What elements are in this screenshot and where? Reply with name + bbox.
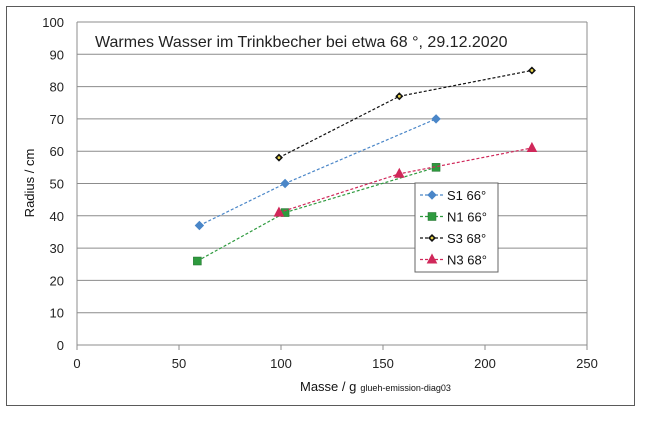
y-tick-label: 0 (57, 338, 64, 353)
legend-entry: N3 68° (420, 253, 487, 268)
series-layer (193, 66, 538, 266)
x-tick-label: 50 (172, 356, 186, 371)
legend-marker (427, 190, 437, 200)
legend-label: N1 66° (447, 210, 487, 225)
series-n166 (193, 163, 441, 266)
y-tick-label: 80 (50, 80, 64, 95)
legend-entry: S3 68° (420, 231, 486, 246)
series-s368 (274, 66, 536, 162)
data-point (526, 141, 538, 152)
legend-marker (426, 253, 438, 264)
x-axis-title: Masse / g (300, 379, 356, 394)
x-axis-label: Masse / g glueh-emission-diag03 (300, 379, 451, 394)
y-axis-label: Radius / cm (22, 149, 37, 218)
legend-label: S1 66° (447, 188, 486, 203)
y-tick-label: 30 (50, 241, 64, 256)
data-point (431, 114, 441, 124)
data-point (193, 256, 202, 266)
series-line (278, 69, 533, 159)
y-tick-label: 40 (50, 209, 64, 224)
chart-title: Warmes Wasser im Trinkbecher bei etwa 68… (95, 34, 508, 51)
data-point (395, 92, 404, 101)
y-tick-label: 50 (50, 177, 64, 192)
x-tick-label: 100 (270, 356, 292, 371)
data-point (273, 206, 285, 217)
data-point (280, 178, 290, 189)
legend-entry: N1 66° (420, 210, 487, 225)
data-point (274, 153, 283, 162)
grid-lines (76, 21, 588, 350)
x-tick-label: 0 (73, 356, 80, 371)
series-s166 (194, 114, 441, 231)
y-tick-label: 10 (50, 306, 64, 321)
y-tick-label: 70 (50, 112, 64, 127)
legend-marker (428, 234, 436, 242)
x-tick-label: 200 (474, 356, 496, 371)
data-point (527, 66, 536, 75)
legend-box (414, 182, 499, 273)
y-tick-label: 90 (50, 47, 64, 62)
legend-marker (427, 212, 437, 221)
legend-label: N3 68° (447, 253, 487, 268)
legend-entry: S1 66° (420, 188, 486, 203)
y-tick-label: 60 (50, 144, 64, 159)
legend-label: S3 68° (447, 231, 486, 246)
data-point (194, 220, 205, 231)
x-axis-note: glueh-emission-diag03 (360, 383, 451, 393)
x-tick-label: 150 (372, 356, 394, 371)
data-point (393, 167, 405, 178)
legend: S1 66° N1 66° S3 68° N3 68° (414, 182, 499, 273)
data-point (431, 163, 441, 172)
y-tick-label: 100 (42, 15, 64, 30)
series-line (197, 166, 437, 262)
y-tick-label: 20 (50, 273, 64, 288)
series-n368 (273, 141, 538, 217)
x-tick-label: 250 (576, 356, 598, 371)
tick-labels: 0 10 20 30 40 50 60 70 80 90 100 0 50 100 150 200 250 (42, 15, 598, 371)
